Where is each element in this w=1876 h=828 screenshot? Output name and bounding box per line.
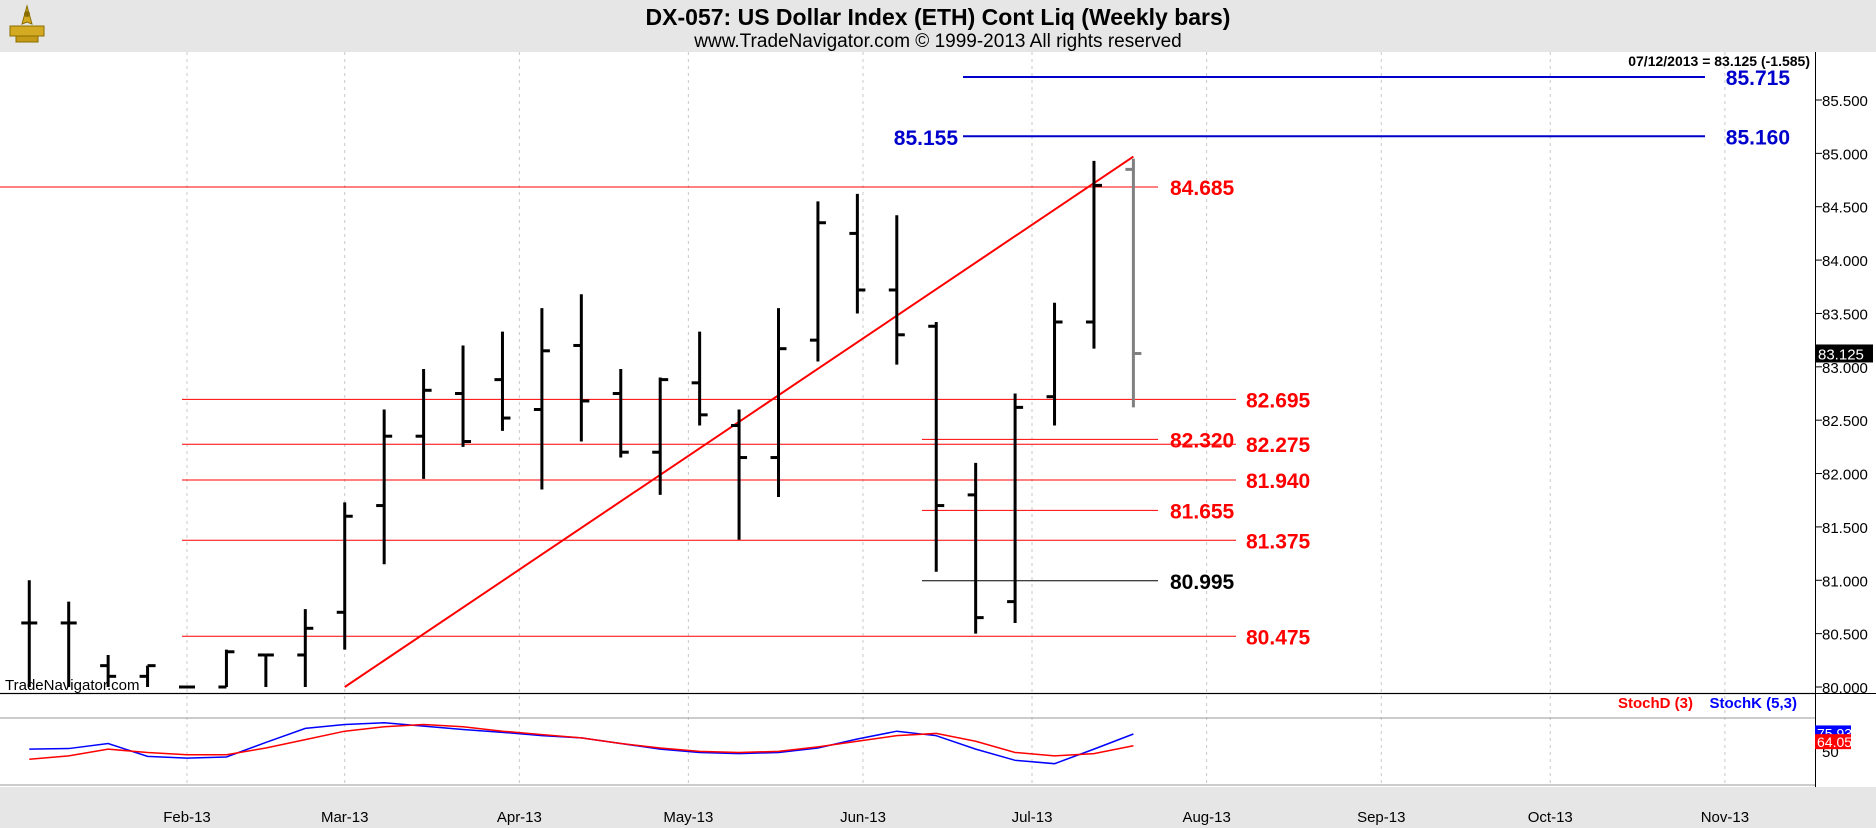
ohlc-bar (533, 308, 550, 490)
ohlc-bar (770, 308, 787, 498)
ohlc-bar (1125, 158, 1142, 408)
ohlc-bar (888, 215, 905, 365)
y-tick-label: 80.500 (1822, 627, 1868, 644)
ohlc-bar (376, 409, 393, 565)
ohlc-bar (849, 193, 866, 314)
ohlc-bar (652, 377, 669, 495)
watermark: TradeNavigator.com (5, 677, 140, 694)
ohlc-bar (139, 664, 156, 687)
level-label: 81.375 (1246, 530, 1311, 553)
ohlc-bar (612, 368, 629, 458)
ohlc-bar (218, 649, 235, 689)
last-quote: 07/12/2013 = 83.125 (-1.585) (1628, 53, 1810, 69)
ohlc-bar (21, 580, 38, 687)
y-tick-label: 84.500 (1822, 200, 1868, 217)
chart-title: DX-057: US Dollar Index (ETH) Cont Liq (… (645, 4, 1231, 30)
last-price-label: 83.125 (1818, 346, 1864, 363)
y-tick-label: 83.000 (1822, 360, 1868, 377)
y-tick-label: 82.000 (1822, 467, 1868, 484)
x-tick-label: Mar-13 (321, 809, 369, 826)
ohlc-bar (967, 462, 984, 634)
x-tick-label: Aug-13 (1182, 809, 1230, 826)
level-label: 85.160 (1726, 126, 1790, 149)
level-label: 85.715 (1726, 67, 1791, 90)
level-label: 80.995 (1170, 571, 1235, 594)
ohlc-bar (100, 654, 117, 687)
level-label: 81.655 (1170, 500, 1235, 523)
legend-stoch-k: StochK (5,3) (1709, 695, 1797, 712)
x-tick-label: Jun-13 (840, 809, 886, 826)
stoch-line (29, 723, 1134, 760)
x-tick-label: Sep-13 (1357, 809, 1405, 826)
chart-subtitle: www.TradeNavigator.com © 1999-2013 All r… (694, 31, 1182, 52)
ohlc-bar (1007, 393, 1024, 623)
x-tick-label: Nov-13 (1701, 809, 1749, 826)
level-label: 82.695 (1246, 389, 1311, 412)
y-tick-label: 85.500 (1822, 93, 1868, 110)
x-tick-label: Jul-13 (1012, 809, 1053, 826)
ohlc-bar (573, 294, 590, 442)
ohlc-bar (494, 331, 511, 431)
tradenavigator-logo (2, 2, 52, 52)
ohlc-bar (928, 321, 945, 572)
y-tick-label: 82.500 (1822, 413, 1868, 430)
x-tick-label: Apr-13 (497, 809, 542, 826)
stoch-d-value: 64.05 (1817, 734, 1852, 750)
y-axis-panel (1815, 52, 1876, 787)
level-label: 84.685 (1170, 177, 1235, 200)
y-tick-label: 81.000 (1822, 573, 1868, 590)
y-tick-label: 80.000 (1822, 680, 1868, 697)
stoch-d-box (1815, 734, 1851, 750)
level-label: 85.155 (894, 127, 959, 150)
ohlc-bar (336, 502, 353, 650)
ohlc-bar (455, 345, 472, 447)
y-tick-label: 81.500 (1822, 520, 1868, 537)
ohlc-bar (691, 331, 708, 426)
level-label: 80.475 (1246, 626, 1311, 649)
stoch-panel (0, 695, 1815, 787)
ohlc-bar (60, 601, 77, 687)
ohlc-bar (809, 201, 826, 362)
ohlc-bar (1046, 302, 1063, 426)
y-tick-label: 84.000 (1822, 253, 1868, 270)
legend-stoch-d: StochD (3) (1618, 695, 1693, 712)
y-tick-label: 85.000 (1822, 146, 1868, 163)
ohlc-bar (1085, 160, 1102, 349)
level-label: 82.320 (1170, 429, 1234, 452)
ohlc-bar (257, 653, 274, 687)
x-tick-label: Oct-13 (1528, 809, 1573, 826)
x-tick-label: Feb-13 (163, 809, 211, 826)
price-panel (0, 52, 1815, 692)
ohlc-bar (731, 409, 748, 540)
x-tick-label: May-13 (663, 809, 713, 826)
level-label: 81.940 (1246, 470, 1310, 493)
ohlc-bar (415, 368, 432, 479)
y-tick-label: 83.500 (1822, 306, 1868, 323)
ohlc-bar (297, 609, 314, 687)
level-label: 82.275 (1246, 434, 1311, 457)
last-price-box (1815, 344, 1873, 363)
